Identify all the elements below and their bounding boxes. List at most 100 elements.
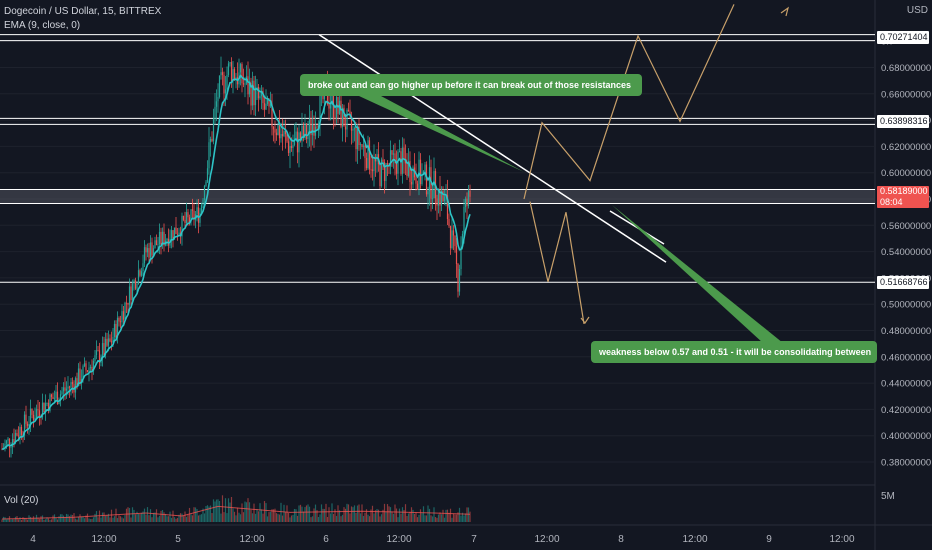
volume-bar	[202, 508, 204, 522]
volume-bar	[187, 514, 189, 522]
candle-body	[133, 280, 135, 284]
volume-bar	[157, 517, 159, 522]
candle-body	[448, 219, 450, 227]
candle-body	[124, 302, 126, 320]
volume-bar	[253, 503, 255, 522]
candle-body	[419, 159, 422, 184]
volume-bar	[160, 510, 162, 522]
volume-bar	[17, 519, 20, 522]
volume-bar	[112, 517, 114, 522]
volume-bar	[317, 516, 320, 522]
volume-bar	[268, 512, 270, 522]
candle-body	[193, 210, 195, 220]
candle-body	[143, 247, 146, 264]
volume-bar	[194, 507, 197, 522]
candle-body	[52, 396, 54, 399]
volume-bar	[220, 513, 222, 522]
candle-body	[86, 370, 89, 372]
y-tick-label: 0.66000000	[881, 89, 931, 100]
bar-countdown: 08:04	[880, 196, 903, 207]
candle-body	[349, 111, 351, 116]
candle-body	[415, 177, 417, 184]
candle-body	[1, 448, 3, 450]
candle-body	[398, 151, 401, 153]
volume-bar	[310, 517, 312, 522]
volume-bar	[167, 516, 170, 522]
candle-body	[433, 171, 435, 199]
candle-body	[137, 270, 140, 284]
volume-bar	[77, 516, 80, 522]
candle-body	[395, 163, 398, 174]
volume-bar	[29, 516, 32, 522]
candle-body	[436, 198, 438, 206]
volume-bar	[191, 515, 194, 522]
volume-bar	[125, 508, 128, 522]
currency-label: USD	[906, 5, 928, 16]
candle-body	[200, 205, 203, 213]
volume-bar	[130, 517, 132, 522]
candle-body	[425, 164, 428, 195]
volume-bar	[368, 516, 371, 522]
candle-body	[463, 206, 465, 234]
volume-bar	[100, 517, 102, 522]
volume-bar	[434, 517, 437, 522]
candle-body	[442, 190, 444, 202]
volume-bar	[196, 509, 198, 522]
candle-body	[304, 123, 306, 138]
candle-body	[412, 167, 414, 185]
candle-body	[254, 87, 257, 106]
volume-bar	[197, 515, 200, 522]
candle-body	[389, 150, 392, 167]
candle-body	[136, 283, 138, 289]
volume-bar	[175, 518, 177, 522]
volume-bar	[281, 515, 284, 522]
volume-bar	[244, 501, 246, 522]
volume-bar	[251, 513, 254, 522]
volume-bar	[337, 505, 339, 522]
volume-bar	[7, 518, 9, 522]
volume-bar	[137, 513, 140, 522]
volume-bar	[379, 516, 381, 522]
candle-body	[109, 338, 111, 342]
volume-bar	[341, 514, 344, 522]
candle-body	[130, 286, 132, 301]
candle-body	[467, 190, 470, 206]
volume-bar	[320, 504, 323, 522]
candle-body	[115, 323, 117, 338]
volume-bar	[32, 516, 35, 522]
volume-bar	[224, 498, 227, 522]
candle-body	[85, 363, 87, 371]
candle-body	[346, 109, 348, 130]
candle-body	[328, 103, 330, 109]
candle-body	[266, 98, 269, 104]
candle-body	[62, 387, 65, 392]
candle-body	[437, 190, 440, 206]
candle-body	[247, 76, 249, 95]
candle-body	[74, 378, 77, 393]
volume-bar	[383, 503, 386, 522]
volume-bar	[326, 517, 329, 522]
y-tick-label: 0.54000000	[881, 247, 931, 258]
candle-body	[344, 126, 347, 130]
volume-bar	[13, 519, 15, 522]
candle-body	[302, 125, 305, 138]
volume-bar	[152, 512, 155, 522]
volume-bar	[428, 508, 431, 522]
candle-body	[139, 270, 141, 276]
weakness-callout: weakness below 0.57 and 0.51 - it will b…	[591, 341, 877, 363]
candle-body	[142, 263, 144, 272]
candle-body	[454, 235, 456, 247]
volume-bar	[355, 512, 357, 522]
volume-bar	[4, 517, 6, 522]
candle-body	[8, 438, 11, 448]
price-tag-resistance-2: 0.63898316	[877, 114, 929, 128]
volume-bar	[74, 518, 77, 522]
candle-body	[358, 126, 360, 146]
candle-body	[449, 226, 452, 249]
volume-bar	[293, 508, 296, 522]
candle-body	[391, 150, 393, 155]
volume-bar	[233, 511, 236, 522]
volume-bar	[266, 516, 269, 522]
volume-bar	[178, 514, 180, 522]
candle-body	[175, 227, 177, 235]
